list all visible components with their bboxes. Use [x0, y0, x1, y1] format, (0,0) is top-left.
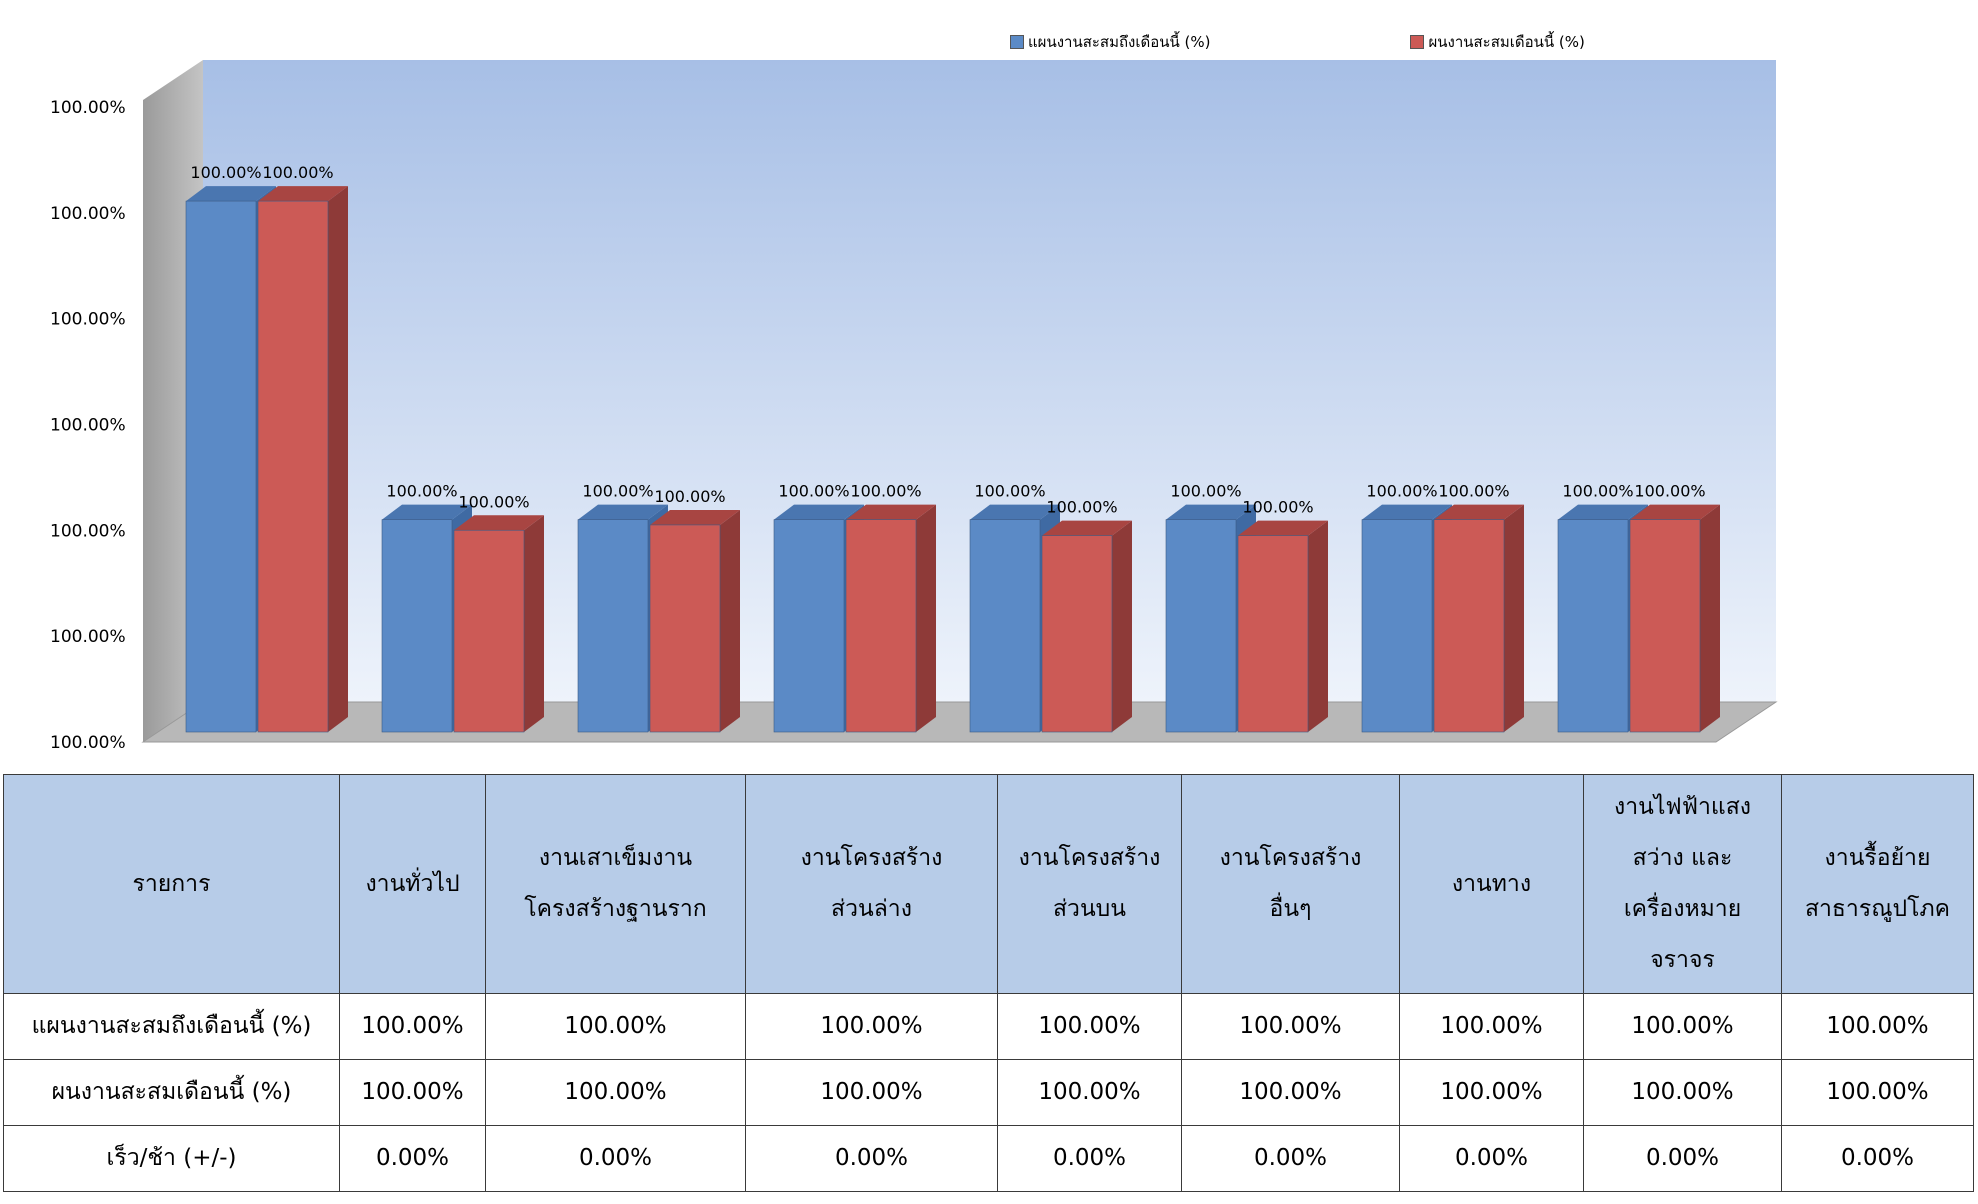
legend-label-plan: แผนงานสะสมถึงเดือนนี้ (%): [1028, 33, 1211, 51]
data-label: 100.00%: [1438, 482, 1509, 501]
data-label: 100.00%: [190, 163, 261, 182]
bar-actual: [453, 515, 544, 733]
y-tick-label: 100.00%: [50, 204, 126, 224]
y-tick-label: 100.00%: [50, 416, 126, 436]
bar-actual: [649, 509, 740, 733]
bar-actual: [1629, 504, 1720, 733]
chart-legend: แผนงานสะสมถึงเดือนนี้ (%) ผนงานสะสมเดือน…: [1010, 30, 1585, 54]
table-cell: 0.00%: [745, 1125, 998, 1192]
table-cell: 100.00%: [1781, 993, 1974, 1060]
data-label: 100.00%: [386, 482, 457, 501]
table-header-category: งานเสาเข็มงาน โครงสร้างฐานราก: [485, 774, 746, 994]
legend-item-plan: แผนงานสะสมถึงเดือนนี้ (%): [1010, 30, 1210, 54]
bar-actual: [257, 186, 348, 733]
table-cell: 100.00%: [1583, 1059, 1782, 1126]
table-cell: 100.00%: [745, 1059, 998, 1126]
data-label: 100.00%: [1634, 482, 1705, 501]
row-label: ผนงานสะสมเดือนนี้ (%): [3, 1059, 340, 1126]
data-label: 100.00%: [850, 482, 921, 501]
legend-item-actual: ผนงานสะสมเดือนนี้ (%): [1410, 30, 1585, 54]
table-cell: 100.00%: [1399, 1059, 1584, 1126]
table-cell: 0.00%: [1781, 1125, 1974, 1192]
data-label: 100.00%: [654, 487, 725, 506]
table-cell: 0.00%: [1399, 1125, 1584, 1192]
table-cell: 0.00%: [997, 1125, 1182, 1192]
legend-label-actual: ผนงานสะสมเดือนนี้ (%): [1428, 33, 1585, 51]
data-label: 100.00%: [582, 482, 653, 501]
table-cell: 100.00%: [339, 993, 486, 1060]
data-label: 100.00%: [1046, 498, 1117, 517]
data-label: 100.00%: [1242, 498, 1313, 517]
data-label: 100.00%: [974, 482, 1045, 501]
legend-swatch-actual: [1410, 35, 1425, 49]
y-tick-label: 100.00%: [50, 98, 126, 118]
table-cell: 0.00%: [1583, 1125, 1782, 1192]
data-label: 100.00%: [1562, 482, 1633, 501]
table-header-item: รายการ: [3, 774, 340, 994]
y-tick-label: 100.00%: [50, 627, 126, 647]
table-cell: 100.00%: [1583, 993, 1782, 1060]
table-cell: 100.00%: [997, 993, 1182, 1060]
progress-table: รายการ งานทั่วไป งานเสาเข็มงาน โครงสร้างฐาน…: [3, 774, 1974, 1192]
chart-area: 100.00% 100.00% 100.00% 100.00% 100.00% 100.0…: [50, 30, 1778, 753]
table-cell: 0.00%: [485, 1125, 746, 1192]
table-cell: 100.00%: [997, 1059, 1182, 1126]
table-header-row: รายการ งานทั่วไป งานเสาเข็มงาน โครงสร้างฐาน…: [3, 774, 1974, 994]
table-cell: 100.00%: [1781, 1059, 1974, 1126]
table-cell: 100.00%: [339, 1059, 486, 1126]
table-header-category: งานทั่วไป: [339, 774, 486, 994]
table-cell: 100.00%: [1181, 993, 1400, 1060]
table-header-category: งานโครงสร้าง อื่นๆ: [1181, 774, 1400, 994]
table-header-category: งานไฟฟ้าแสง สว่าง และ เครื่องหมาย จราจร: [1583, 774, 1782, 994]
table-cell: 100.00%: [485, 1059, 746, 1126]
table-row: แผนงานสะสมถึงเดือนนี้ (%) 100.00% 100.00% 1…: [3, 993, 1974, 1060]
table-header-category: งานรื้อย้าย สาธารณูปโภค: [1781, 774, 1974, 994]
bar-actual: [1237, 520, 1328, 733]
table-cell: 100.00%: [745, 993, 998, 1060]
legend-swatch-plan: [1010, 35, 1024, 49]
row-label: แผนงานสะสมถึงเดือนนี้ (%): [3, 993, 340, 1060]
data-label: 100.00%: [262, 163, 333, 182]
table-header-category: งานโครงสร้าง ส่วนบน: [997, 774, 1182, 994]
y-tick-label: 100.00%: [50, 310, 126, 330]
table-cell: 100.00%: [485, 993, 746, 1060]
y-tick-label: 100.00%: [50, 733, 126, 753]
data-label: 100.00%: [458, 492, 529, 511]
table-row: ผนงานสะสมเดือนนี้ (%) 100.00% 100.00% 100.0…: [3, 1059, 1974, 1126]
bar-actual: [1041, 520, 1132, 733]
bar-chart: 100.00%100.00%100.00%100.00%100.00%100.0…: [50, 60, 1778, 753]
data-label: 100.00%: [1366, 482, 1437, 501]
table-cell: 100.00%: [1181, 1059, 1400, 1126]
table-header-category: งานโครงสร้าง ส่วนล่าง: [745, 774, 998, 994]
table-row: เร็ว/ช้า (+/-) 0.00% 0.00% 0.00% 0.00% 0.00% 0…: [3, 1125, 1974, 1192]
table-header-category: งานทาง: [1399, 774, 1584, 994]
table-cell: 0.00%: [1181, 1125, 1400, 1192]
table-cell: 100.00%: [1399, 993, 1584, 1060]
row-label: เร็ว/ช้า (+/-): [3, 1125, 340, 1192]
y-tick-label: 100.00%: [50, 521, 126, 541]
data-label: 100.00%: [778, 482, 849, 501]
bar-actual: [1433, 504, 1524, 733]
data-label: 100.00%: [1170, 482, 1241, 501]
bar-actual: [845, 504, 936, 733]
table-cell: 0.00%: [339, 1125, 486, 1192]
